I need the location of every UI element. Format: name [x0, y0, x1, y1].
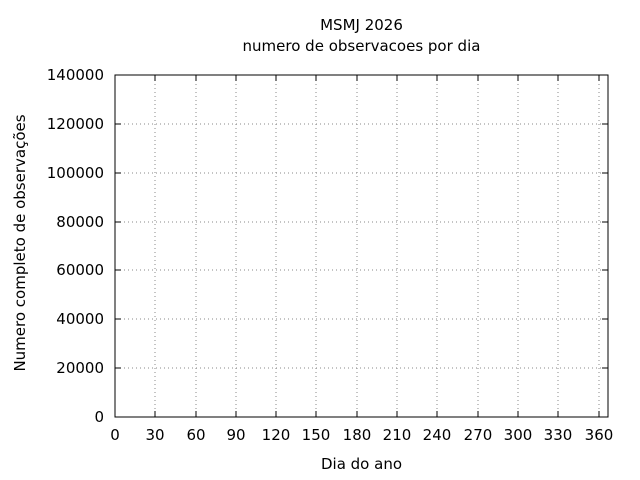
x-tick-label: 300: [504, 426, 533, 444]
x-tick-label: 210: [383, 426, 412, 444]
x-tick-label: 30: [145, 426, 164, 444]
chart-title-block: MSMJ 2026 numero de observacoes por dia: [115, 15, 608, 57]
x-tick-label: 60: [186, 426, 205, 444]
x-axis-label: Dia do ano: [320, 455, 403, 473]
y-tick-label: 60000: [56, 261, 104, 279]
y-tick-label: 20000: [56, 359, 104, 377]
x-tick-label: 240: [423, 426, 452, 444]
x-tick-label: 0: [110, 426, 120, 444]
x-tick-label: 270: [464, 426, 493, 444]
y-tick-label: 80000: [56, 213, 104, 231]
y-tick-label: 100000: [47, 164, 104, 182]
plot-border: [114, 74, 609, 418]
x-tick-label: 120: [262, 426, 291, 444]
x-tick-label: 360: [585, 426, 614, 444]
y-tick-label: 140000: [47, 66, 104, 84]
chart-title: MSMJ 2026: [320, 16, 403, 34]
y-tick-label: 120000: [47, 115, 104, 133]
y-tick-label: 40000: [56, 310, 104, 328]
x-tick-label: 330: [544, 426, 573, 444]
x-tick-label: 150: [302, 426, 331, 444]
x-tick-label: 180: [343, 426, 372, 444]
y-tick-label: 0: [94, 408, 104, 426]
x-tick-label: 90: [226, 426, 245, 444]
chart-subtitle: numero de observacoes por dia: [242, 37, 481, 55]
